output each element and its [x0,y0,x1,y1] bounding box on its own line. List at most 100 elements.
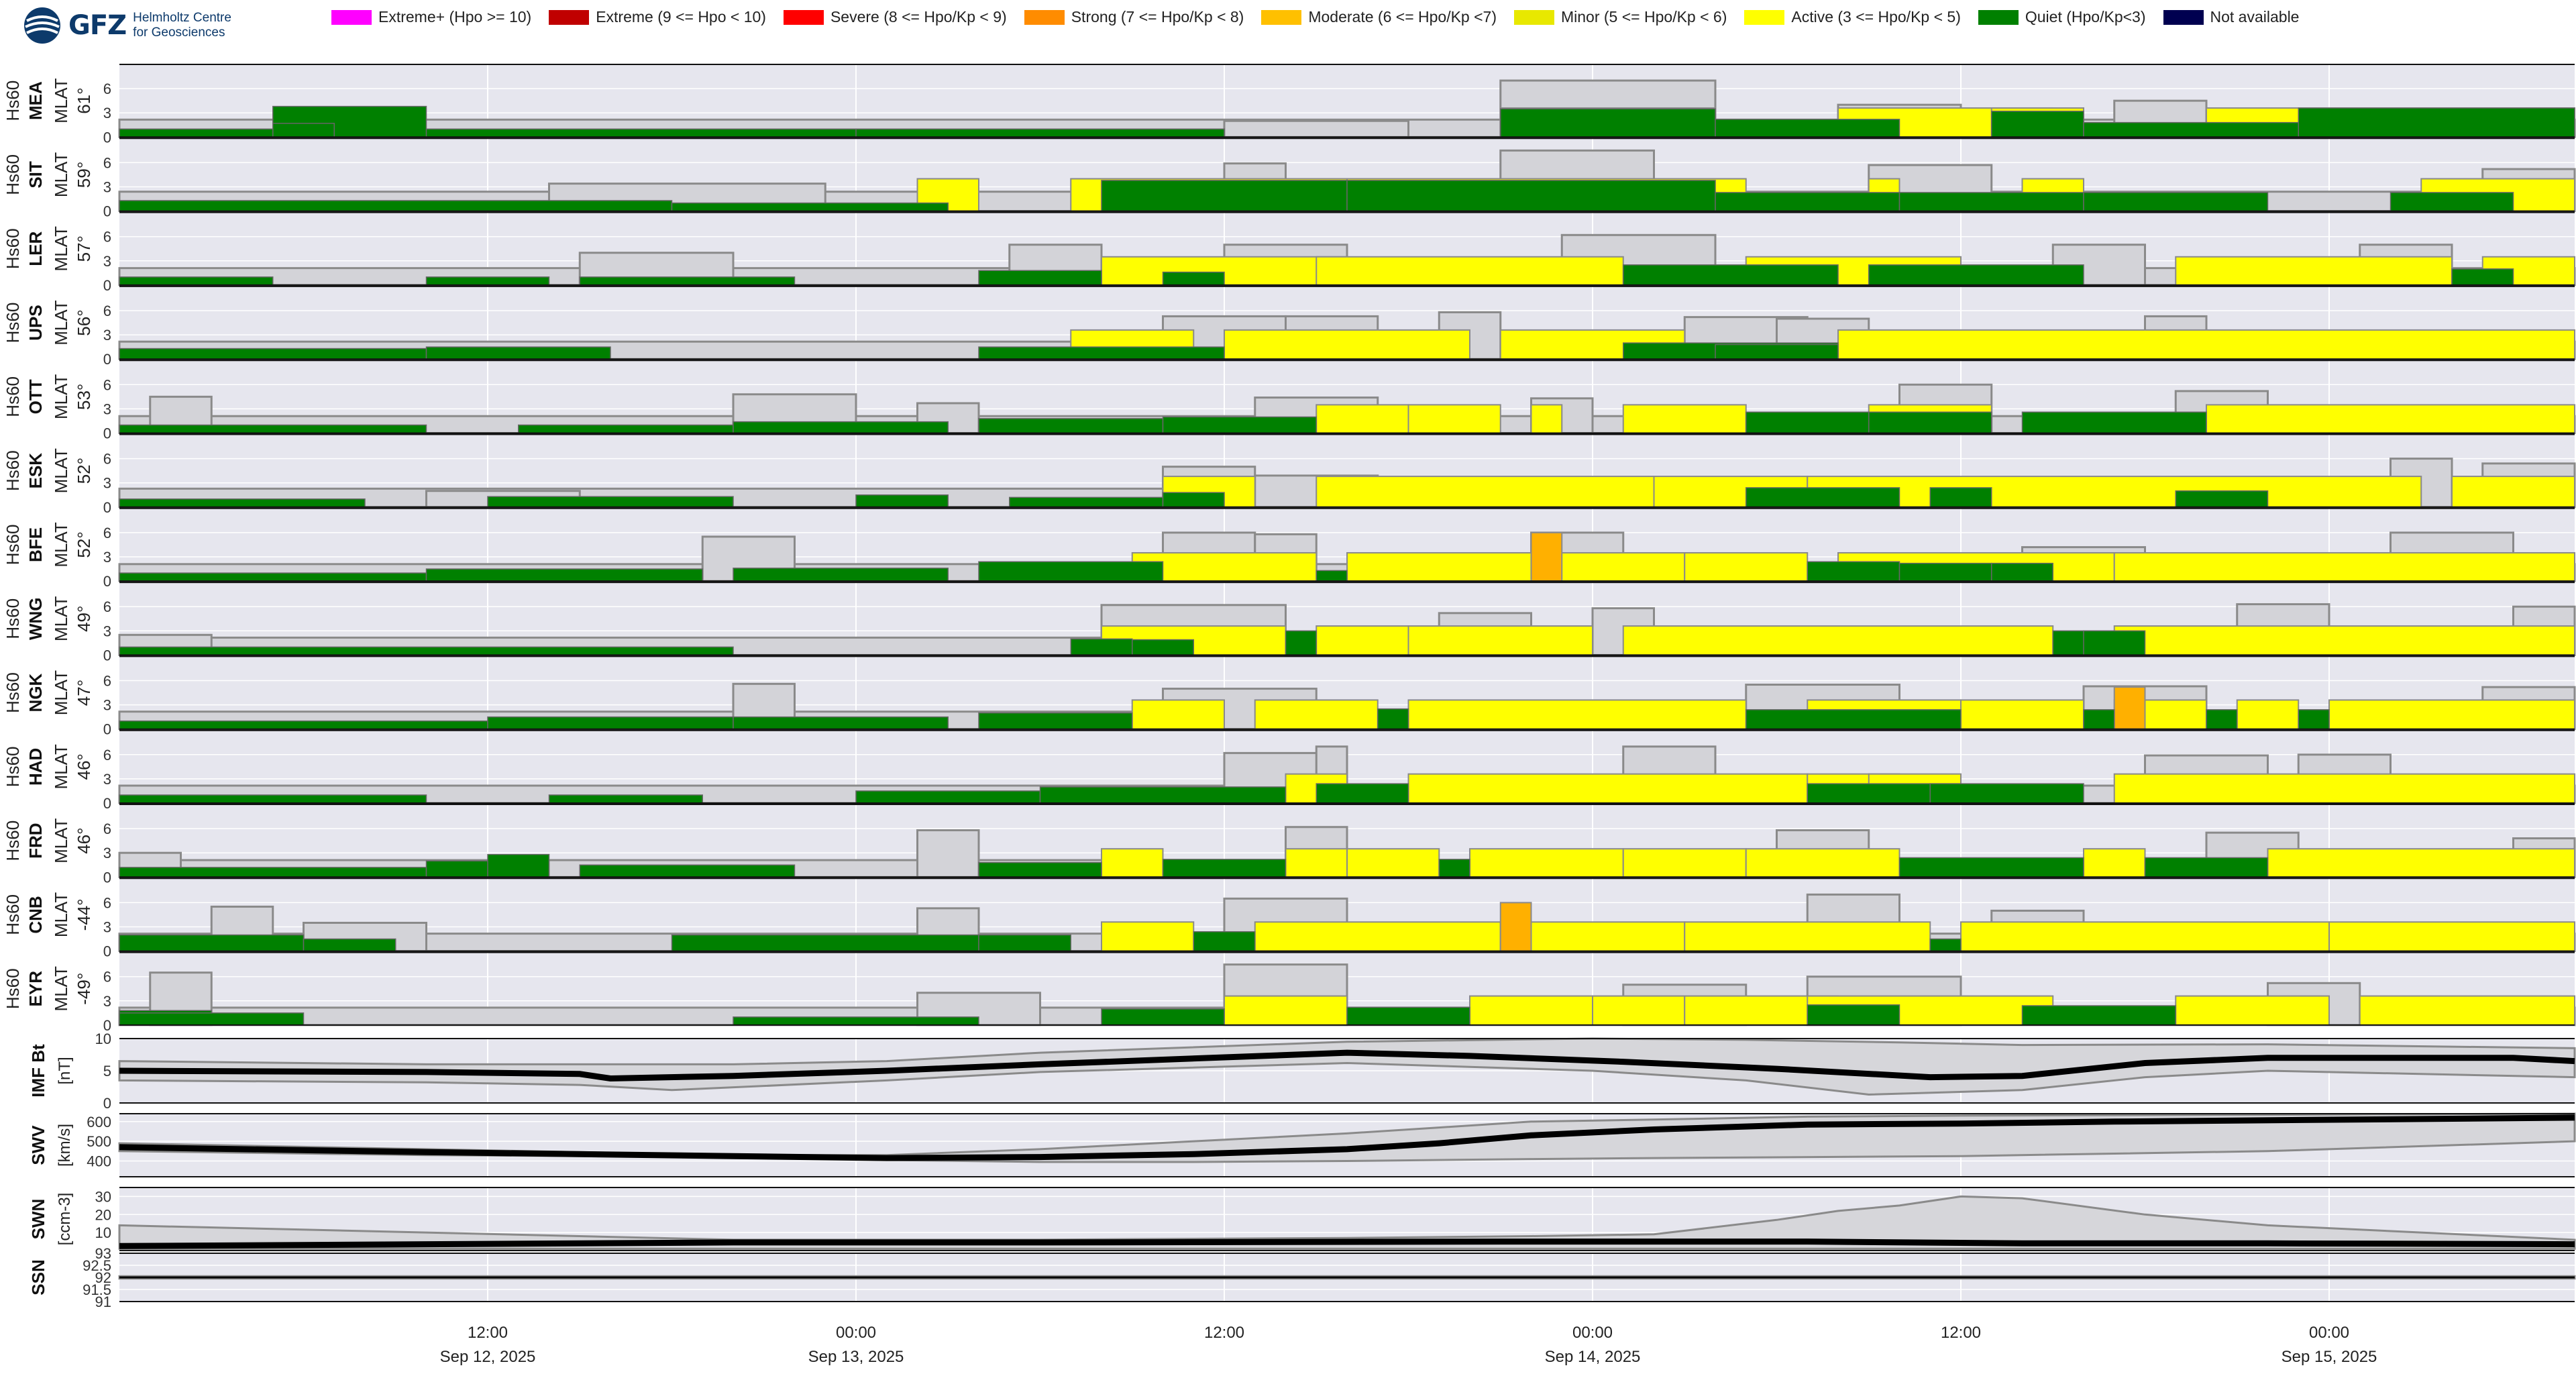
quiet-bar [1346,1006,1470,1026]
panel-ylabel: SWN [28,1199,48,1240]
y-tick-label: 6 [103,81,111,97]
active-bar [1407,625,1593,656]
station-code-label: UPS [25,305,46,340]
quiet-bar [425,346,611,360]
station-mlat-group: MLAT [51,448,71,494]
active-bar [2083,848,2146,878]
y-tick-label: 6 [103,969,111,986]
station-mlat-label: MLAT [51,374,71,420]
station-mlat-group: MLAT [51,152,71,198]
quiet-bar [119,572,427,582]
panel-ylabel: SSN [28,1259,48,1295]
active-bar [1407,699,1747,730]
quiet-bar [733,421,949,434]
active-bar [1316,404,1409,434]
station-ylabel-group: Hs60 [3,228,23,269]
y-tick-label: 3 [103,327,111,344]
x-tick-label: 12:00 [468,1324,508,1342]
quiet-bar [487,853,550,878]
quiet-bar [2298,107,2575,138]
quiet-bar [425,568,703,582]
station-ylabel-group: Hs60 [3,968,23,1009]
quiet-bar [855,494,949,508]
station-code-group: NGK [25,673,46,712]
y-tick-label: 0 [103,869,111,886]
active-bar [2113,625,2575,656]
active-bar [1316,625,1409,656]
panel-unit-group: [nT] [56,1057,74,1084]
quiet-bar [1193,931,1256,952]
active-bar [2113,551,2575,582]
legend-swatch [1978,9,2019,25]
quiet-bar [579,276,796,286]
quiet-bar [2083,121,2299,138]
x-tick-label: 00:00 [836,1324,876,1342]
y-tick-label: 0 [103,203,111,220]
quiet-bar [2390,192,2514,212]
station-code-label: MEA [25,81,46,120]
station-index-label: Hs60 [3,154,23,195]
panel-unit-label: [ccm-3] [56,1193,74,1246]
station-lat-group: 47° [74,680,94,706]
station-mlat-group: MLAT [51,522,71,568]
station-lat-label: 56° [74,309,94,335]
quiet-bar [1929,487,1992,508]
quiet-bar [1316,783,1409,804]
quiet-bar [1039,786,1287,804]
station-code-group: OTT [25,379,46,414]
quiet-bar [2083,192,2269,212]
range-bar [916,829,980,878]
quiet-bar [1991,562,2053,582]
quiet-bar [119,867,427,878]
quiet-bar [119,424,427,434]
station-index-label: Hs60 [3,525,23,566]
panel-unit-label: [km/s] [56,1124,74,1167]
station-code-label: BFE [25,527,46,562]
active-bar [1622,625,2054,656]
active-bar [1469,995,1593,1026]
station-lat-group: 49° [74,606,94,632]
x-tick-date-label: Sep 14, 2025 [1545,1348,1641,1366]
quiet-bar [855,790,1041,804]
quiet-bar [1070,638,1133,656]
active-bar [1807,476,2422,508]
station-lat-label: 46° [74,827,94,853]
active-bar [1254,921,1501,952]
quiet-bar [119,794,427,804]
station-lat-label: 52° [74,458,94,484]
quiet-bar [579,864,796,878]
station-index-label: Hs60 [3,968,23,1009]
active-bar [1101,848,1164,878]
station-index-label: Hs60 [3,228,23,269]
panel-ylabel-group: SWN [28,1199,48,1240]
legend-item: Extreme+ (Hpo >= 10) [331,8,531,26]
active-bar [1346,848,1440,878]
station-mlat-label: MLAT [51,670,71,716]
range-bar [1223,119,1409,138]
y-tick-label: 0 [103,1017,111,1034]
quiet-bar [119,646,734,656]
station-code-label: LER [25,231,46,266]
station-code-label: OTT [25,379,46,414]
y-tick-label: 3 [103,179,111,196]
station-code-group: WNG [25,597,46,640]
y-tick-label: 91 [95,1293,111,1310]
y-tick-label: 3 [103,993,111,1010]
legend-label: Extreme+ (Hpo >= 10) [378,8,532,25]
y-tick-label: 3 [103,623,111,639]
station-index-label: Hs60 [3,746,23,787]
y-tick-label: 92.5 [83,1257,111,1274]
station-index-label: Hs60 [3,894,23,935]
y-tick-label: 5 [103,1063,111,1079]
quiet-bar [425,276,550,286]
station-lat-group: -49° [74,973,94,1005]
quiet-bar [1898,562,1992,582]
station-code-label: HAD [25,748,46,786]
legend-label: Active (3 <= Hpo/Kp < 5) [1791,8,1961,25]
quiet-bar [1623,264,1839,286]
active-bar [1224,329,1470,360]
x-tick-date-label: Sep 15, 2025 [2282,1348,2377,1366]
station-mlat-group: MLAT [51,818,71,863]
quiet-bar [671,202,949,212]
station-lat-label: 47° [74,680,94,706]
